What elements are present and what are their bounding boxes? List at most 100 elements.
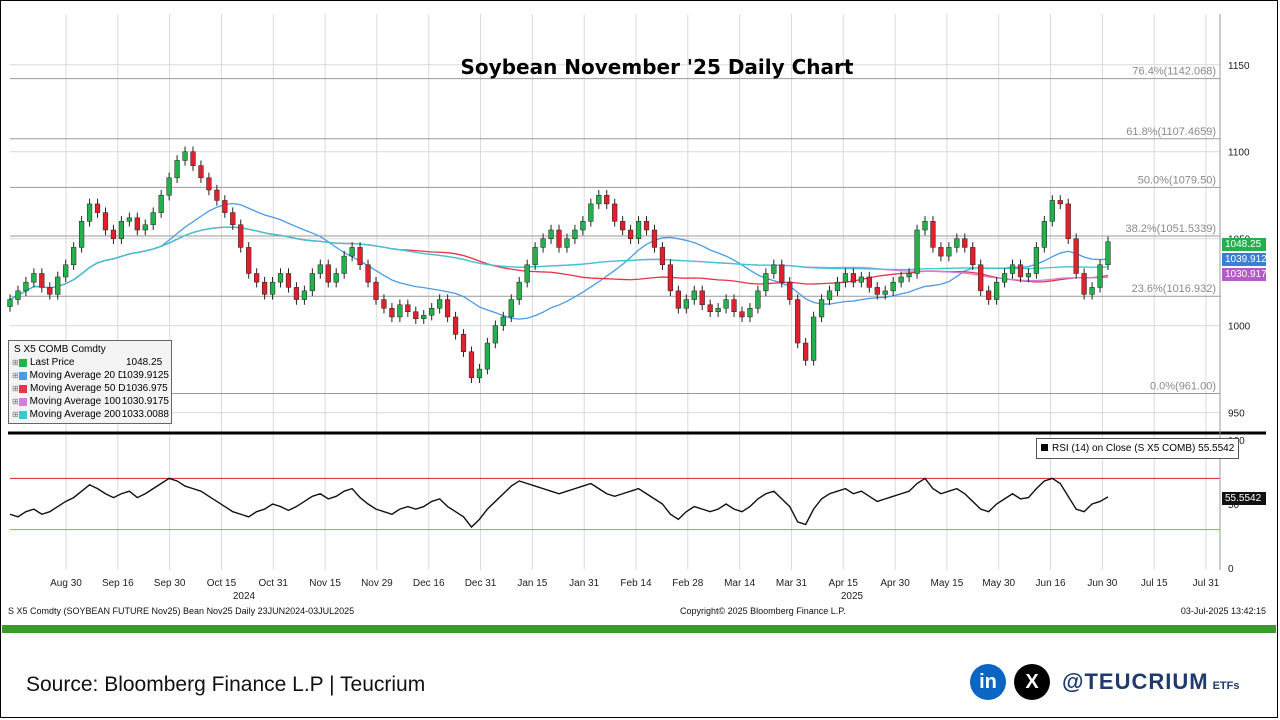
candle-body	[771, 264, 777, 274]
candle-body	[818, 299, 825, 318]
candle-body	[421, 314, 427, 319]
candle-body	[1097, 264, 1103, 288]
candle-body	[556, 229, 562, 248]
brand-suffix: ETFs	[1212, 680, 1240, 692]
candle-body	[588, 203, 594, 222]
time-tick-label: Jul 31	[1193, 578, 1220, 589]
candle-body	[1057, 200, 1063, 205]
linkedin-icon[interactable]: in	[970, 664, 1006, 700]
candle-body	[723, 299, 729, 309]
rsi-tick-label: 50	[1228, 500, 1240, 511]
legend-label: Moving Average 100 Day	[29, 396, 122, 407]
candle-body	[1001, 273, 1008, 283]
fib-label: 61.8%(1107.4659)	[1126, 126, 1216, 138]
candle-body	[1081, 273, 1087, 295]
candle-body	[731, 299, 737, 312]
time-tick-label: Jan 15	[517, 578, 547, 589]
candle-body	[620, 221, 626, 231]
candle-body	[126, 217, 132, 222]
candle-body	[993, 281, 1000, 300]
ma-20-line	[9, 202, 1109, 320]
rsi-swatch	[1041, 444, 1048, 451]
candle-body	[755, 290, 761, 309]
candle-body	[962, 238, 968, 248]
rsi-legend: RSI (14) on Close (S X5 COMB) 55.5542	[1036, 438, 1240, 459]
candle-body	[373, 281, 379, 300]
legend-label: Moving Average 20 Day	[29, 370, 122, 381]
time-tick-label: Nov 29	[361, 578, 393, 589]
candle-body	[476, 368, 483, 379]
price-tick-label: 1000	[1228, 322, 1251, 333]
candle-body	[333, 273, 339, 283]
candle-body	[277, 273, 284, 283]
fib-label: 23.6%(1016.932)	[1132, 283, 1216, 295]
candle-body	[102, 212, 109, 231]
candle-body	[166, 177, 172, 196]
legend-label: Moving Average 50 Day	[30, 383, 126, 394]
candle-body	[532, 247, 538, 266]
candle-body	[365, 264, 371, 283]
candle-body	[23, 281, 29, 292]
x-icon[interactable]: X	[1014, 664, 1050, 700]
candle-body	[810, 316, 817, 361]
candle-body	[238, 224, 244, 248]
candle-body	[206, 177, 212, 191]
legend-item: ⊞Moving Average 100 Day1030.9175	[12, 396, 169, 407]
candle-body	[341, 255, 347, 274]
legend-value: 1039.9125	[121, 370, 169, 381]
candle-body	[787, 281, 793, 300]
candle-body	[667, 264, 674, 292]
candle-body	[659, 247, 666, 266]
candle-body	[254, 273, 260, 283]
candle-body	[1105, 241, 1111, 266]
price-tick-label: 950	[1228, 409, 1245, 420]
candle-body	[580, 221, 586, 231]
candle-body	[803, 342, 809, 361]
candle-body	[548, 229, 554, 239]
time-tick-label: May 30	[982, 578, 1015, 589]
candle-body	[15, 290, 21, 300]
time-tick-label: Sep 30	[154, 578, 186, 589]
candle-body	[707, 304, 713, 312]
time-tick-label: Jun 16	[1036, 578, 1066, 589]
candle-body	[858, 276, 864, 283]
candle-body	[564, 238, 570, 248]
legend-label: Last Price	[30, 357, 75, 368]
legend-item: ⊞Moving Average 20 Day1039.9125	[12, 370, 169, 381]
source-caption: Source: Bloomberg Finance L.P | Teucrium	[26, 673, 426, 696]
candle-body	[651, 229, 658, 248]
candle-body	[110, 229, 117, 239]
candle-body	[890, 281, 896, 292]
candle-body	[484, 342, 491, 370]
candle-body	[230, 212, 236, 226]
candle-body	[301, 290, 308, 300]
fib-label: 0.0%(961.00)	[1150, 380, 1216, 392]
legend-label: Moving Average 200 Day	[29, 409, 122, 420]
brand-block: in X @TEUCRIUM ETFs	[970, 664, 1239, 700]
candle-body	[222, 200, 228, 213]
candle-body	[850, 273, 857, 283]
candle-body	[596, 194, 602, 205]
legend-item: ⊞ Last Price 1048.25	[12, 357, 163, 368]
ma100-tag: 1030.9175	[1222, 268, 1272, 281]
candle-body	[500, 316, 506, 326]
candle-body	[55, 276, 61, 295]
candle-body	[938, 247, 944, 257]
legend-value: 1030.9175	[121, 396, 169, 407]
candle-body	[699, 290, 705, 306]
fib-label: 50.0%(1079.50)	[1138, 174, 1216, 186]
chart-canvas: 76.4%(1142.068) 61.8%(1107.4659) 50.0%(107…	[7, 14, 1266, 616]
candle-body	[508, 299, 514, 318]
candle-body	[635, 221, 642, 239]
time-tick-label: Feb 14	[620, 578, 652, 589]
candle-body	[86, 203, 93, 222]
candle-body	[1049, 200, 1055, 222]
time-tick-label: Sep 16	[102, 578, 134, 589]
time-tick-label: Mar 14	[724, 578, 756, 589]
candle-body	[94, 203, 101, 213]
candle-body	[882, 290, 888, 295]
candle-body	[452, 316, 459, 335]
candle-body	[118, 221, 125, 239]
fib-label: 76.4%(1142.068)	[1132, 66, 1216, 78]
candle-body	[866, 276, 872, 288]
